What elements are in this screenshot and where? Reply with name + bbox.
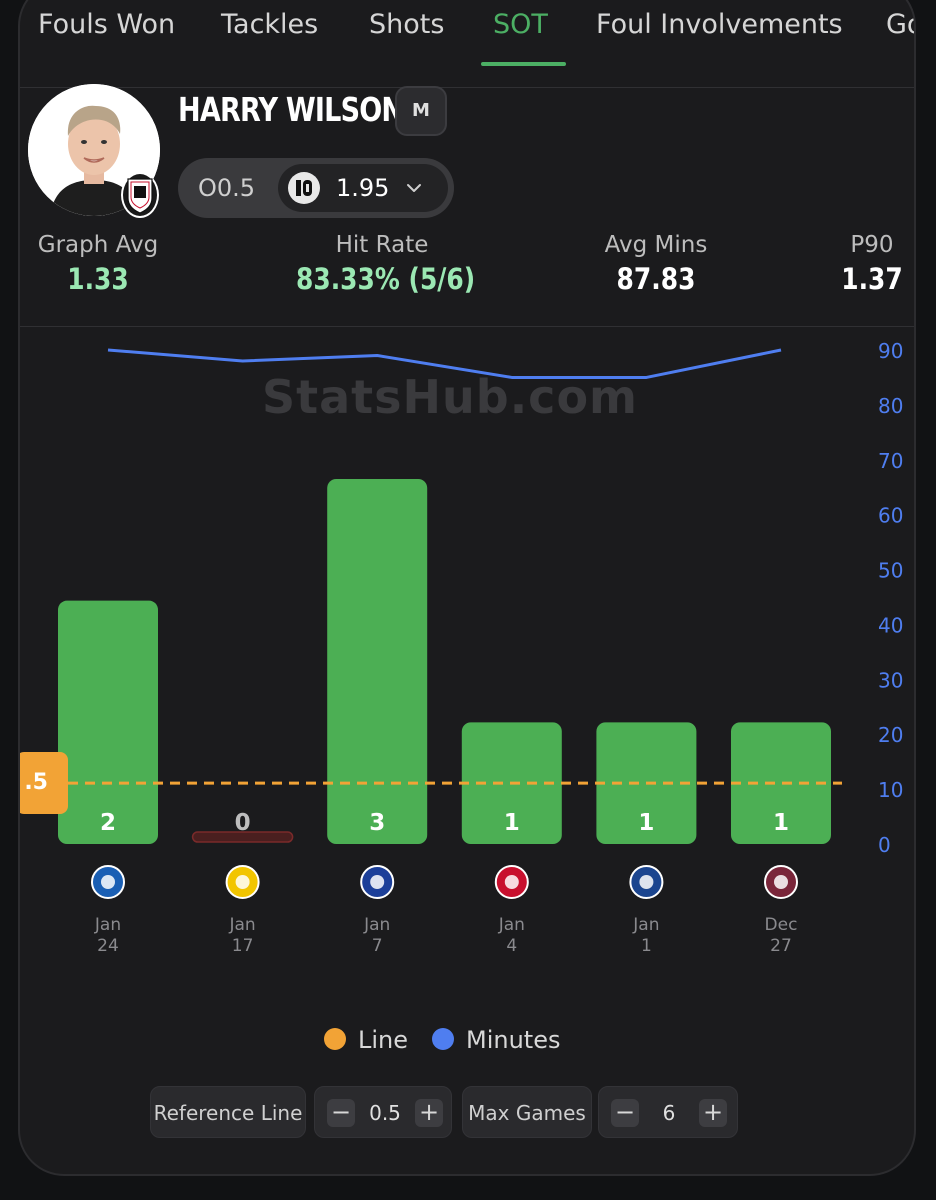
y2-tick-label: 70 xyxy=(878,449,903,473)
stat-value: 1.37 xyxy=(841,262,903,296)
app-content: Fouls Won Tackles Shots SOT Foul Involve… xyxy=(20,2,914,1174)
stat-label: P90 xyxy=(850,232,894,258)
stat-label: Hit Rate xyxy=(335,232,429,258)
sot-bar xyxy=(58,600,158,844)
legend-line-dot xyxy=(324,1028,346,1050)
y2-tick-label: 10 xyxy=(878,778,903,802)
x-tick-month: Dec xyxy=(765,915,798,935)
fulham-crest xyxy=(127,178,153,214)
sot-bar-empty xyxy=(191,831,294,843)
bar-value-label: 0 xyxy=(235,810,251,836)
x-tick-day: 27 xyxy=(770,936,792,956)
stat-graph-avg: Graph Avg 1.33 xyxy=(32,232,164,296)
bar-value-label: 1 xyxy=(773,810,789,836)
active-tab-indicator xyxy=(481,62,566,66)
opponent-crest-icon xyxy=(360,865,395,899)
tab-shots[interactable]: Shots xyxy=(369,9,445,40)
odds-price: 1.95 xyxy=(336,174,390,202)
watermark: StatsHub.com xyxy=(262,370,638,424)
bookmaker-logo-icon xyxy=(288,172,320,204)
y2-tick-label: 50 xyxy=(878,559,903,583)
opponent-crest-icon xyxy=(764,865,798,899)
legend-minutes-dot xyxy=(432,1028,454,1050)
minutes-line xyxy=(107,348,782,379)
x-tick-day: 1 xyxy=(641,936,652,956)
sot-bar xyxy=(327,479,428,844)
tab-tackles[interactable]: Tackles xyxy=(221,9,319,40)
stat-hit-rate: Hit Rate 83.33% (5/6) xyxy=(282,232,482,296)
app-frame: Fouls Won Tackles Shots SOT Foul Involve… xyxy=(18,0,916,1176)
max-games-stepper: − 6 + xyxy=(598,1086,738,1138)
stat-value: 1.33 xyxy=(67,262,129,296)
y2-tick-label: 0 xyxy=(878,833,891,857)
max-games-control: Max Games xyxy=(462,1086,592,1138)
x-tick-day: 17 xyxy=(232,936,254,956)
tab-foul-involvements[interactable]: Foul Involvements xyxy=(596,9,843,40)
player-name: HARRY WILSON xyxy=(178,90,404,129)
opponent-crest-icon xyxy=(91,865,125,899)
legend-line-label[interactable]: Line xyxy=(358,1026,409,1054)
x-tick-day: 4 xyxy=(506,936,517,956)
sot-bar xyxy=(731,722,831,844)
increment-reference-button[interactable]: + xyxy=(415,1099,443,1127)
x-tick-month: Jan xyxy=(228,915,255,935)
position-badge: M xyxy=(395,86,447,136)
tab-goals[interactable]: Go xyxy=(886,9,914,40)
bar-value-label: 1 xyxy=(504,810,520,836)
stat-avg-mins: Avg Mins 87.83 xyxy=(590,232,722,296)
fulham-badge-icon xyxy=(121,172,159,218)
tab-fouls-won[interactable]: Fouls Won xyxy=(38,9,176,40)
bar-value-label: 2 xyxy=(100,810,116,836)
max-games-value: 6 xyxy=(662,1101,676,1125)
line-label: O0.5 xyxy=(198,174,256,202)
increment-games-button[interactable]: + xyxy=(699,1099,727,1127)
x-tick-month: Jan xyxy=(632,915,659,935)
y2-tick-label: 20 xyxy=(878,723,903,747)
reference-line-tag: .5 xyxy=(20,752,68,814)
stat-value: 87.83 xyxy=(616,262,696,296)
bookmaker-glyph xyxy=(296,180,312,196)
reference-line-stepper: − 0.5 + xyxy=(314,1086,452,1138)
tab-sot[interactable]: SOT xyxy=(493,9,548,40)
x-tick-day: 24 xyxy=(97,936,119,956)
decrement-games-button[interactable]: − xyxy=(611,1099,639,1127)
reference-line-control: Reference Line xyxy=(150,1086,306,1138)
opponent-crest-icon xyxy=(225,865,260,899)
stat-p90: P90 1.37 xyxy=(832,232,912,296)
reference-line-label: Reference Line xyxy=(153,1101,303,1125)
y2-tick-label: 80 xyxy=(878,394,903,418)
stat-value: 83.33% (5/6) xyxy=(296,262,476,296)
max-games-label: Max Games xyxy=(468,1101,586,1125)
bar-value-label: 1 xyxy=(638,810,654,836)
y2-tick-label: 30 xyxy=(878,668,903,692)
x-tick-day: 7 xyxy=(372,936,383,956)
section-divider xyxy=(20,326,914,327)
opponent-crest-icon xyxy=(494,865,529,899)
stat-label: Avg Mins xyxy=(604,232,708,258)
opponent-crest-icon xyxy=(629,865,664,899)
decrement-reference-button[interactable]: − xyxy=(327,1099,355,1127)
y2-tick-label: 40 xyxy=(878,613,903,637)
legend-minutes-label[interactable]: Minutes xyxy=(466,1026,561,1054)
odds-selector[interactable]: O0.5 1.95 xyxy=(178,158,454,218)
stat-tabs: Fouls Won Tackles Shots SOT Foul Involve… xyxy=(20,2,914,88)
x-tick-month: Jan xyxy=(498,915,525,935)
y2-tick-label: 90 xyxy=(878,339,903,363)
chevron-down-icon xyxy=(407,184,421,192)
y2-tick-label: 60 xyxy=(878,504,903,528)
reference-line-value: 0.5 xyxy=(369,1101,401,1125)
bookmaker-dropdown[interactable]: 1.95 xyxy=(278,164,448,212)
x-tick-month: Jan xyxy=(363,915,390,935)
x-tick-month: Jan xyxy=(94,915,121,935)
bar-value-label: 3 xyxy=(369,810,385,836)
stat-label: Graph Avg xyxy=(37,232,159,258)
